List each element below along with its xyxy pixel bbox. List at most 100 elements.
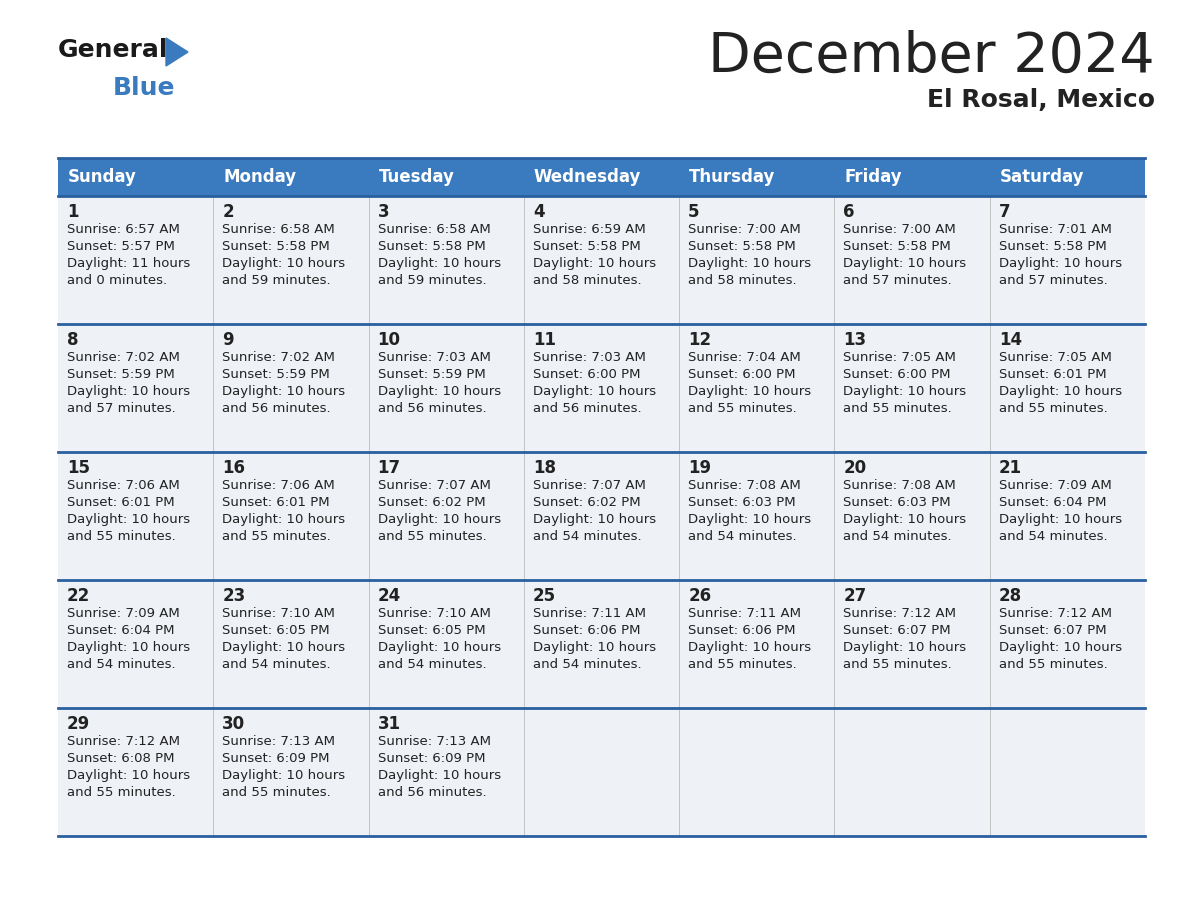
Bar xyxy=(680,708,834,836)
Text: and 56 minutes.: and 56 minutes. xyxy=(378,402,486,415)
Bar xyxy=(368,708,524,836)
Bar xyxy=(680,452,834,580)
Text: Daylight: 10 hours: Daylight: 10 hours xyxy=(999,641,1121,654)
Text: Sunrise: 7:02 AM: Sunrise: 7:02 AM xyxy=(222,351,335,364)
Text: and 57 minutes.: and 57 minutes. xyxy=(843,274,952,287)
Text: Sunrise: 7:11 AM: Sunrise: 7:11 AM xyxy=(533,607,646,620)
Text: Blue: Blue xyxy=(113,76,176,100)
Text: Daylight: 11 hours: Daylight: 11 hours xyxy=(67,257,190,270)
Text: El Rosal, Mexico: El Rosal, Mexico xyxy=(927,88,1155,112)
Text: and 55 minutes.: and 55 minutes. xyxy=(688,402,797,415)
Text: Sunset: 6:08 PM: Sunset: 6:08 PM xyxy=(67,752,175,765)
Text: Thursday: Thursday xyxy=(689,168,776,186)
Text: and 57 minutes.: and 57 minutes. xyxy=(999,274,1107,287)
Text: Sunset: 6:03 PM: Sunset: 6:03 PM xyxy=(843,496,952,509)
Text: Sunrise: 7:00 AM: Sunrise: 7:00 AM xyxy=(843,223,956,236)
Text: and 54 minutes.: and 54 minutes. xyxy=(533,530,642,543)
Text: 26: 26 xyxy=(688,587,712,605)
Bar xyxy=(680,324,834,452)
Text: Sunrise: 7:01 AM: Sunrise: 7:01 AM xyxy=(999,223,1112,236)
Bar xyxy=(834,324,990,452)
Text: Sunrise: 7:05 AM: Sunrise: 7:05 AM xyxy=(999,351,1112,364)
Bar xyxy=(990,452,1145,580)
Text: Sunset: 5:58 PM: Sunset: 5:58 PM xyxy=(378,240,486,253)
Bar xyxy=(680,196,834,324)
Bar xyxy=(834,158,990,196)
Text: 14: 14 xyxy=(999,331,1022,349)
Bar xyxy=(524,452,680,580)
Bar xyxy=(368,452,524,580)
Text: 2: 2 xyxy=(222,203,234,221)
Bar xyxy=(214,452,368,580)
Text: Monday: Monday xyxy=(223,168,297,186)
Text: Sunrise: 7:11 AM: Sunrise: 7:11 AM xyxy=(688,607,801,620)
Text: and 58 minutes.: and 58 minutes. xyxy=(533,274,642,287)
Bar xyxy=(524,580,680,708)
Text: Daylight: 10 hours: Daylight: 10 hours xyxy=(533,257,656,270)
Bar xyxy=(990,708,1145,836)
Text: Sunset: 6:07 PM: Sunset: 6:07 PM xyxy=(843,624,952,637)
Text: Sunset: 6:04 PM: Sunset: 6:04 PM xyxy=(999,496,1106,509)
Text: and 55 minutes.: and 55 minutes. xyxy=(843,402,952,415)
Text: 15: 15 xyxy=(67,459,90,477)
Text: Daylight: 10 hours: Daylight: 10 hours xyxy=(378,257,500,270)
Polygon shape xyxy=(166,38,188,66)
Text: Sunrise: 7:12 AM: Sunrise: 7:12 AM xyxy=(999,607,1112,620)
Bar xyxy=(214,324,368,452)
Text: Sunset: 5:59 PM: Sunset: 5:59 PM xyxy=(67,368,175,381)
Text: Sunrise: 7:03 AM: Sunrise: 7:03 AM xyxy=(378,351,491,364)
Text: Sunrise: 7:06 AM: Sunrise: 7:06 AM xyxy=(67,479,179,492)
Bar xyxy=(58,324,214,452)
Text: Sunset: 6:01 PM: Sunset: 6:01 PM xyxy=(999,368,1106,381)
Text: Sunrise: 6:58 AM: Sunrise: 6:58 AM xyxy=(378,223,491,236)
Bar xyxy=(990,196,1145,324)
Text: 22: 22 xyxy=(67,587,90,605)
Bar xyxy=(58,196,214,324)
Text: Sunrise: 6:57 AM: Sunrise: 6:57 AM xyxy=(67,223,179,236)
Bar xyxy=(834,580,990,708)
Text: 3: 3 xyxy=(378,203,390,221)
Text: Sunrise: 7:08 AM: Sunrise: 7:08 AM xyxy=(688,479,801,492)
Text: Sunset: 5:59 PM: Sunset: 5:59 PM xyxy=(222,368,330,381)
Bar xyxy=(524,324,680,452)
Bar xyxy=(214,158,368,196)
Text: 10: 10 xyxy=(378,331,400,349)
Text: Sunset: 5:58 PM: Sunset: 5:58 PM xyxy=(688,240,796,253)
Text: Sunset: 5:58 PM: Sunset: 5:58 PM xyxy=(533,240,640,253)
Text: and 54 minutes.: and 54 minutes. xyxy=(222,658,331,671)
Text: December 2024: December 2024 xyxy=(708,30,1155,84)
Text: and 55 minutes.: and 55 minutes. xyxy=(222,530,331,543)
Text: and 58 minutes.: and 58 minutes. xyxy=(688,274,797,287)
Text: and 55 minutes.: and 55 minutes. xyxy=(688,658,797,671)
Text: Sunrise: 7:05 AM: Sunrise: 7:05 AM xyxy=(843,351,956,364)
Text: Sunset: 6:05 PM: Sunset: 6:05 PM xyxy=(378,624,485,637)
Bar xyxy=(680,580,834,708)
Text: Daylight: 10 hours: Daylight: 10 hours xyxy=(533,385,656,398)
Text: Sunset: 6:06 PM: Sunset: 6:06 PM xyxy=(688,624,796,637)
Text: Sunrise: 7:03 AM: Sunrise: 7:03 AM xyxy=(533,351,646,364)
Text: Sunset: 6:02 PM: Sunset: 6:02 PM xyxy=(378,496,485,509)
Text: Daylight: 10 hours: Daylight: 10 hours xyxy=(533,513,656,526)
Text: 19: 19 xyxy=(688,459,712,477)
Text: and 55 minutes.: and 55 minutes. xyxy=(999,658,1107,671)
Text: Daylight: 10 hours: Daylight: 10 hours xyxy=(378,513,500,526)
Text: Daylight: 10 hours: Daylight: 10 hours xyxy=(222,257,346,270)
Bar xyxy=(214,708,368,836)
Bar xyxy=(524,196,680,324)
Text: Sunrise: 7:13 AM: Sunrise: 7:13 AM xyxy=(222,735,335,748)
Text: Daylight: 10 hours: Daylight: 10 hours xyxy=(999,385,1121,398)
Bar xyxy=(58,580,214,708)
Text: and 57 minutes.: and 57 minutes. xyxy=(67,402,176,415)
Text: and 54 minutes.: and 54 minutes. xyxy=(688,530,797,543)
Text: Daylight: 10 hours: Daylight: 10 hours xyxy=(67,769,190,782)
Text: Daylight: 10 hours: Daylight: 10 hours xyxy=(378,769,500,782)
Text: Wednesday: Wednesday xyxy=(533,168,642,186)
Text: Sunset: 6:05 PM: Sunset: 6:05 PM xyxy=(222,624,330,637)
Text: 13: 13 xyxy=(843,331,866,349)
Bar xyxy=(58,158,214,196)
Bar xyxy=(524,158,680,196)
Text: Sunset: 6:00 PM: Sunset: 6:00 PM xyxy=(843,368,950,381)
Text: and 56 minutes.: and 56 minutes. xyxy=(222,402,331,415)
Text: Sunrise: 7:10 AM: Sunrise: 7:10 AM xyxy=(378,607,491,620)
Bar xyxy=(990,158,1145,196)
